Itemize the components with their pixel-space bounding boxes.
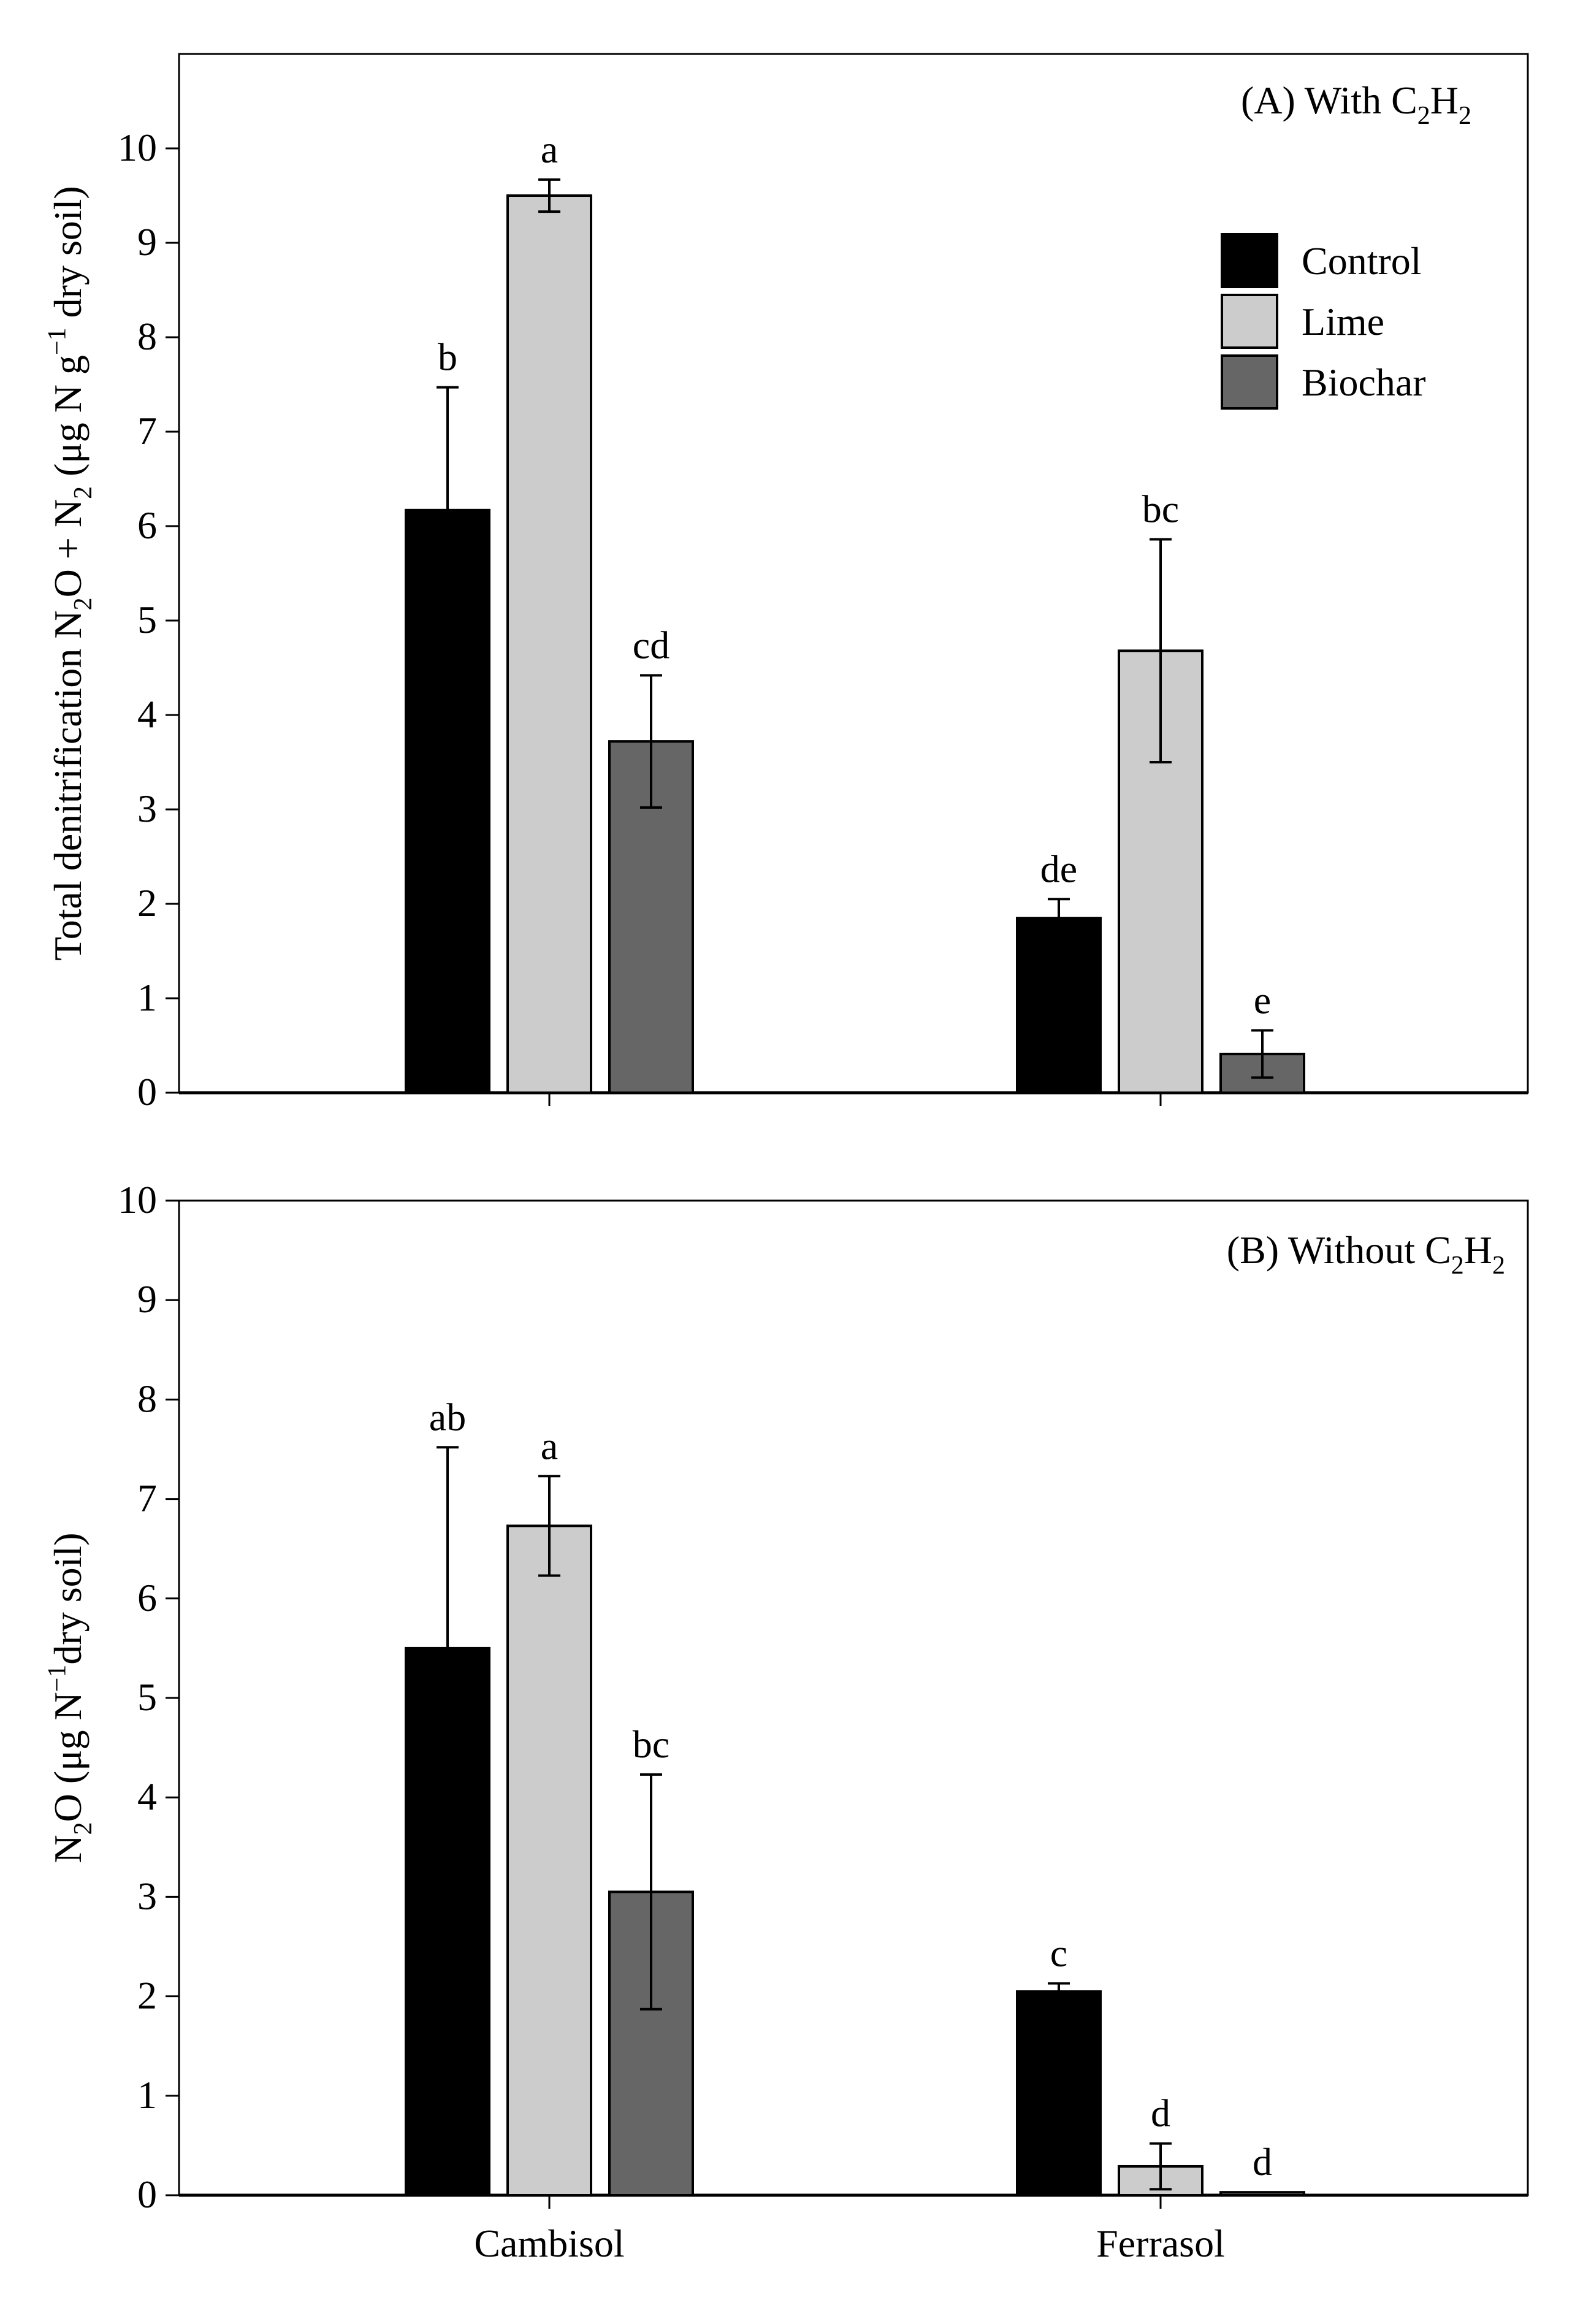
y-tick-label-0-0: 0 — [137, 1070, 157, 1114]
y-tick-label-0-3: 3 — [137, 787, 157, 830]
significance-letter-0-2-1: e — [1254, 978, 1271, 1022]
significance-letter-1-0-1: c — [1050, 1932, 1067, 1975]
legend-swatch-biochar — [1221, 354, 1278, 410]
y-tick-label-0-9: 9 — [137, 220, 157, 264]
plot-frame-1 — [178, 1199, 1529, 2196]
significance-letter-1-0-0: ab — [429, 1395, 466, 1439]
bar-biochar-cambisol — [608, 740, 694, 1094]
bar-biochar-ferrasol — [1219, 2191, 1305, 2197]
y-tick-label-0-6: 6 — [137, 503, 157, 547]
significance-letter-0-0-1: de — [1040, 847, 1077, 890]
significance-letter-1-1-0: a — [541, 1424, 558, 1467]
x-category-label-ferrasol: Ferrasol — [1096, 2222, 1225, 2265]
y-axis-label-1: N2O (μg N−1dry soil) — [44, 1532, 98, 1863]
y-tick-label-1-8: 8 — [137, 1377, 157, 1420]
significance-letter-0-2-0: cd — [633, 623, 669, 667]
significance-letter-0-1-0: a — [541, 128, 558, 171]
x-category-label-cambisol: Cambisol — [474, 2222, 624, 2265]
y-tick-label-0-10: 10 — [118, 126, 157, 169]
y-tick-label-0-4: 4 — [137, 692, 157, 736]
y-tick-label-1-4: 4 — [137, 1775, 157, 1818]
y-tick-label-1-5: 5 — [137, 1675, 157, 1719]
bar-lime-cambisol — [506, 1524, 592, 2196]
legend-label-biochar: Biochar — [1302, 361, 1426, 404]
panel-title-0: (A) With C2H2 — [1241, 78, 1471, 130]
y-tick-label-1-2: 2 — [137, 1974, 157, 2017]
significance-letter-0-0-0: b — [438, 335, 457, 379]
panel-title-1: (B) Without C2H2 — [1227, 1228, 1505, 1280]
bar-lime-cambisol — [506, 194, 592, 1094]
y-axis-label-0: Total denitrification N2O + N2 (μg N g−1… — [44, 186, 98, 961]
y-tick-label-0-7: 7 — [137, 409, 157, 453]
plot-frame-0 — [178, 53, 1529, 1094]
y-tick-label-1-3: 3 — [137, 1874, 157, 1917]
legend-label-control: Control — [1302, 239, 1422, 283]
legend-label-lime: Lime — [1302, 300, 1384, 343]
y-tick-label-1-6: 6 — [137, 1576, 157, 1619]
y-tick-label-1-10: 10 — [118, 1178, 157, 1221]
significance-letter-1-2-0: bc — [633, 1722, 669, 1766]
y-tick-label-1-0: 0 — [137, 2173, 157, 2216]
significance-letter-0-1-1: bc — [1142, 487, 1179, 531]
significance-letter-1-1-1: d — [1151, 2092, 1170, 2135]
legend-swatch-lime — [1221, 294, 1278, 349]
legend-swatch-control — [1221, 233, 1278, 288]
y-tick-label-0-2: 2 — [137, 881, 157, 925]
y-tick-label-0-5: 5 — [137, 598, 157, 641]
y-tick-label-0-8: 8 — [137, 315, 157, 358]
bar-control-ferrasol — [1016, 1990, 1102, 2196]
significance-letter-1-2-1: d — [1253, 2140, 1272, 2184]
bar-control-ferrasol — [1016, 917, 1102, 1094]
y-tick-label-1-7: 7 — [137, 1477, 157, 1520]
y-tick-label-1-9: 9 — [137, 1277, 157, 1321]
y-tick-label-0-1: 1 — [137, 976, 157, 1019]
y-tick-label-1-1: 1 — [137, 2073, 157, 2117]
